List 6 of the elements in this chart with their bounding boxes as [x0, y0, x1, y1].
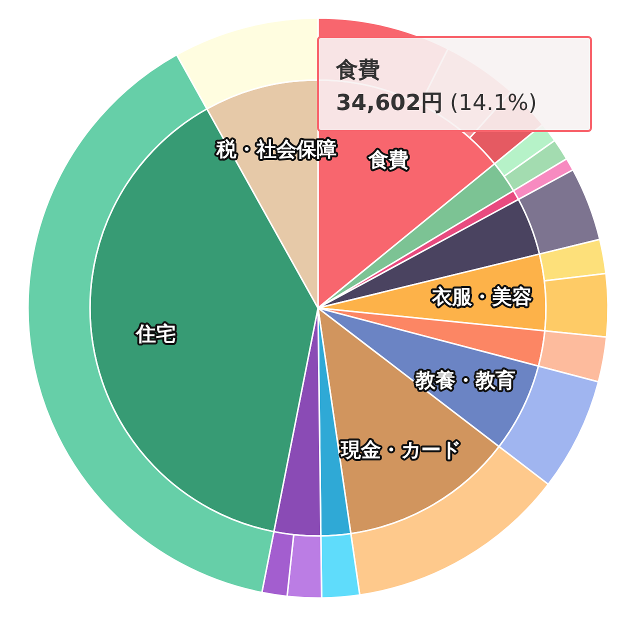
slice-label: 教養・教育 — [414, 368, 516, 392]
slice-label: 住宅 — [134, 322, 176, 346]
tooltip: 食費 34,602円 (14.1%) — [317, 36, 592, 132]
slice-label: 現金・カード — [340, 438, 462, 462]
slice-label: 食費 — [367, 148, 408, 172]
slice-label: 衣服・美容 — [430, 284, 532, 309]
